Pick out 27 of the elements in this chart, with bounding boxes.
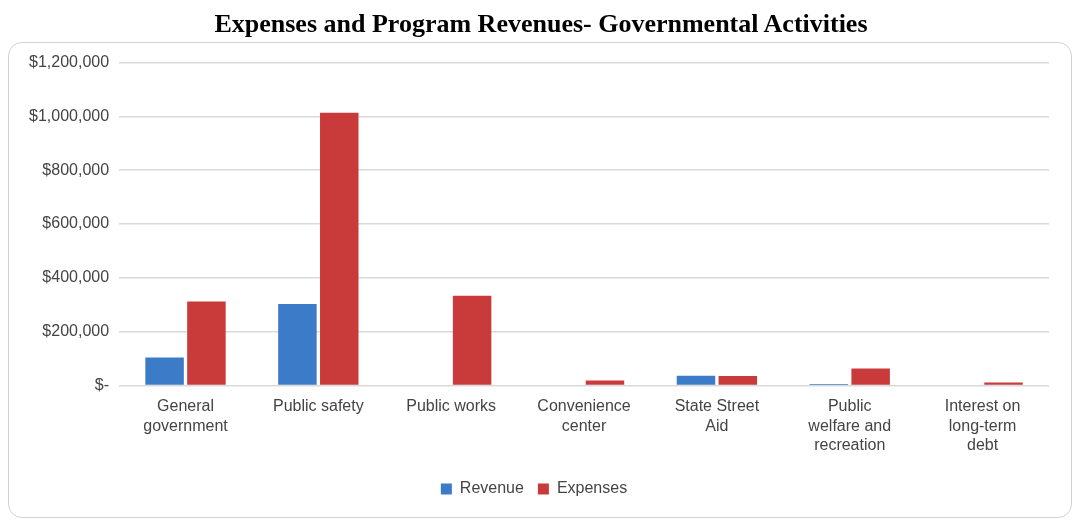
bar	[676, 375, 716, 385]
x-tick-label: General government	[143, 397, 229, 434]
bar	[984, 382, 1023, 385]
bar	[320, 112, 359, 385]
y-tick-label: $1,000,000	[29, 106, 110, 124]
bar	[851, 368, 890, 385]
bar	[585, 380, 625, 385]
x-tick-label: Public safety	[272, 397, 364, 415]
bar	[145, 357, 184, 385]
y-tick-label: $1,200,000	[29, 53, 110, 71]
x-tick-label: Interest on long-term debt	[944, 397, 1021, 453]
y-tick-label: $800,000	[42, 160, 110, 178]
legend-label: Expenses	[556, 479, 628, 497]
y-tick-label: $200,000	[42, 322, 110, 340]
x-tick-label: State Street Aid	[674, 397, 760, 434]
y-tick-label: $-	[94, 375, 110, 393]
x-tick-label: Public welfare and recreation	[807, 397, 892, 453]
x-tick-label: Convenience center	[537, 397, 631, 434]
chart-title: Expenses and Program Revenues- Governmental Activities	[213, 8, 869, 40]
y-tick-label: $600,000	[42, 214, 110, 232]
bar	[278, 303, 317, 385]
bar	[718, 375, 758, 385]
bar	[452, 295, 492, 385]
y-tick-label: $400,000	[42, 268, 110, 286]
bar	[187, 301, 226, 385]
legend-label: Revenue	[459, 479, 524, 497]
x-tick-label: Public works	[406, 397, 497, 415]
